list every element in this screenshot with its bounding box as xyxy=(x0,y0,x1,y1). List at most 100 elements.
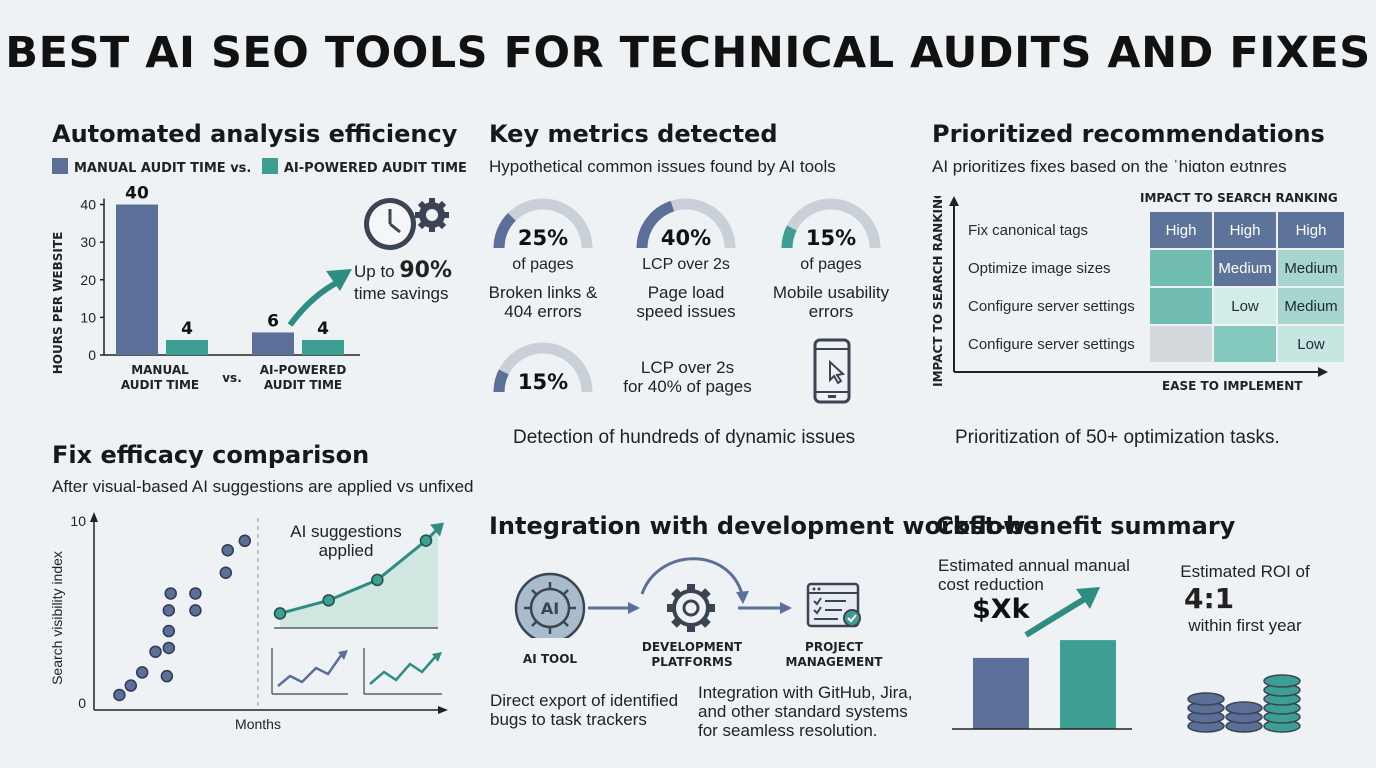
scatter-point xyxy=(238,534,252,548)
integration-desc-left-1: Direct export of identified xyxy=(490,691,679,710)
gauge-label: Broken links & 404 errors xyxy=(455,283,631,321)
bar-data-label: 4 xyxy=(181,319,193,339)
smartphone-cursor-icon xyxy=(813,338,851,404)
efficacy-subtitle: After visual-based AI suggestions are ap… xyxy=(52,477,474,496)
metrics-caption: Detection of hundreds of dynamic issues xyxy=(513,427,856,448)
scatter-point xyxy=(162,604,176,617)
efficacy-scatter: Search visibility index Months 0 10 xyxy=(49,512,448,732)
roi-suffix: within first year xyxy=(1188,616,1302,635)
savings-suffix: time savings xyxy=(354,284,449,303)
gauge-percent: 15% xyxy=(805,226,857,250)
area-point xyxy=(273,607,287,620)
scatter-ticks: 0 10 xyxy=(70,513,86,711)
lcp-note-2: for 40% of pages xyxy=(623,377,752,396)
gauge-sub: of pages xyxy=(800,256,862,273)
scatter-point xyxy=(189,604,202,617)
ai-chip-icon: AI xyxy=(514,572,586,638)
roi-block: Estimated ROI of 4:1 within first year xyxy=(1180,562,1310,636)
area-point xyxy=(419,534,433,547)
node-label-project-1: PROJECT xyxy=(805,640,863,654)
matrix-row: Optimize image sizes Medium Medium xyxy=(958,248,1346,288)
mini-line-chart-1 xyxy=(271,648,348,695)
scatter-point xyxy=(189,587,202,600)
node-label-ai-tool: AI TOOL xyxy=(522,652,578,666)
bar-data-label: 6 xyxy=(267,311,279,331)
matrix-cell: High xyxy=(1148,210,1214,250)
roi-value: 4:1 xyxy=(1184,582,1235,615)
integration-desc-right-1: Integration with GitHub, Jira, xyxy=(698,683,913,702)
matrix-row-label: Configure server settings xyxy=(958,324,1150,364)
scatter-point xyxy=(149,645,162,658)
efficiency-legend: MANUAL AUDIT TIME vs. AI-POWERED AUDIT T… xyxy=(52,158,467,176)
efficiency-bar-chart: HOURS PER WEBSITE 0 10 20 30 40 40 4 6 4 xyxy=(51,185,360,375)
scatter-point xyxy=(124,679,138,692)
cost-bar xyxy=(1060,640,1116,729)
gauge-fill xyxy=(493,369,509,393)
gauge-fill xyxy=(493,212,516,249)
efficiency-ylabel: HOURS PER WEBSITE xyxy=(51,232,65,375)
clock-gear-icon xyxy=(364,198,449,250)
gauge-label-line: Broken links & xyxy=(488,283,598,302)
matrix-cell: Medium xyxy=(1276,286,1346,326)
group-label-ai-1: AI-POWERED xyxy=(259,363,347,377)
coin xyxy=(1225,701,1263,715)
ai-chip-text: AI xyxy=(541,599,559,618)
y-tick-label: 10 xyxy=(80,309,96,325)
savings-callout: Up to 90% time savings xyxy=(354,260,452,305)
efficiency-y-axis: 0 10 20 30 40 xyxy=(80,197,360,363)
cost-arrow-head xyxy=(1076,587,1100,609)
legend-manual: MANUAL AUDIT TIME vs. xyxy=(74,161,252,176)
matrix-row-label: Optimize image sizes xyxy=(958,248,1150,288)
matrix-top-axis: IMPACT TO SEARCH RANKING xyxy=(1140,191,1338,205)
efficiency-title: Automated analysis efficiency xyxy=(52,120,458,148)
savings-arrow xyxy=(287,278,342,327)
group-label-vs: vs. xyxy=(222,371,242,385)
legend-ai: AI-POWERED AUDIT TIME xyxy=(283,161,467,176)
scatter-y-tick: 0 xyxy=(78,695,86,711)
matrix-row: Fix canonical tags High High High xyxy=(958,210,1346,250)
savings-value: 90% xyxy=(399,258,453,283)
gauge: 40% xyxy=(633,190,739,259)
lcp-note: LCP over 2s for 40% of pages xyxy=(600,358,775,396)
efficacy-title: Fix efficacy comparison xyxy=(52,441,370,469)
workflow-diagram: AI xyxy=(514,557,861,638)
y-tick-label: 0 xyxy=(88,347,96,363)
bar xyxy=(252,332,294,355)
group-label-manual-1: MANUAL xyxy=(131,363,189,377)
efficiency-bars: 40 4 6 4 xyxy=(116,185,344,355)
priority-matrix: Fix canonical tags High High High Optimi… xyxy=(958,210,1346,364)
coin-stacks-icon xyxy=(1187,674,1301,733)
scatter-point xyxy=(219,566,233,580)
flow-arc-arrow xyxy=(640,557,744,595)
matrix-row: Configure server settings Low xyxy=(958,324,1346,364)
y-tick-label: 40 xyxy=(80,197,96,213)
matrix-y-axis-label: IMPACT TO SEARCH RANKING xyxy=(931,196,945,387)
cost-bars xyxy=(952,640,1132,730)
mini-line-chart-2 xyxy=(363,648,442,695)
matrix-cell: High xyxy=(1212,210,1278,250)
cost-bar xyxy=(973,657,1029,729)
cost-reduction-label-2: cost reduction xyxy=(938,575,1044,594)
matrix-cell: Low xyxy=(1276,324,1346,364)
node-label-development: DEVELOPMENT PLATFORMS xyxy=(632,640,752,670)
gauge-arc xyxy=(636,198,736,249)
task-checklist-icon xyxy=(806,582,861,628)
matrix-row-label: Fix canonical tags xyxy=(958,210,1150,250)
scatter-point xyxy=(113,688,126,702)
scatter-point xyxy=(162,641,176,655)
legend-swatch-ai xyxy=(261,158,278,174)
scatter-point xyxy=(160,669,174,683)
matrix-cell: Low xyxy=(1212,286,1278,326)
gauge-arc xyxy=(493,342,593,393)
matrix-cell: Medium xyxy=(1276,248,1346,288)
scatter-point xyxy=(221,543,234,557)
bar xyxy=(302,339,344,355)
savings-arrow-head xyxy=(326,269,352,291)
integration-desc-left-2: bugs to task trackers xyxy=(490,710,647,729)
bar xyxy=(166,339,208,355)
integration-desc-right: Integration with GitHub, Jira, and other… xyxy=(698,683,912,740)
bar xyxy=(116,204,158,355)
gauge-label: Page load speed issues xyxy=(598,283,774,321)
group-label-manual: MANUAL AUDIT TIME xyxy=(110,363,210,393)
node-label-development-2: PLATFORMS xyxy=(651,655,733,669)
